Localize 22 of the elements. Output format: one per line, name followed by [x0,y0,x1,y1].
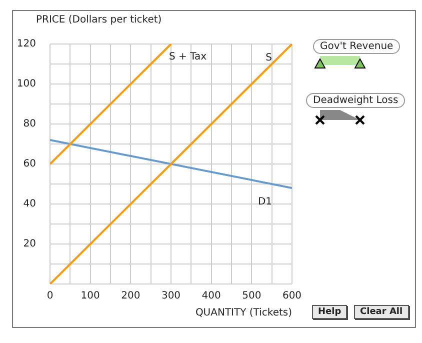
deadweight-tool-button: Deadweight Loss [306,93,406,108]
x-tick-label: 400 [202,290,221,302]
clear-all-button: Clear All [354,305,409,319]
x-axis-title: QUANTITY (Tickets) [195,308,292,319]
revenue-tool-button: Gov't Revenue [313,39,400,54]
x-tick-label: 500 [242,290,262,302]
y-tick-label: 80 [23,118,36,130]
series-label: D1 [258,196,272,208]
y-tick-label: 120 [16,38,36,50]
y-tick-label: 40 [23,198,36,210]
series-label: S + Tax [169,52,207,63]
x-tick-label: 200 [121,290,140,302]
y-tick-label: 100 [16,78,36,90]
y-tick-label: 20 [23,238,36,250]
x-tick-label: 300 [161,290,181,302]
x-tick-label: 600 [282,290,302,302]
help-button: Help [312,305,348,319]
x-tick-label: 0 [46,290,54,302]
y-axis-title: PRICE (Dollars per ticket) [36,14,162,26]
y-tick-label: 60 [23,158,36,170]
x-tick-label: 100 [80,290,100,302]
series-label: S [266,52,272,64]
